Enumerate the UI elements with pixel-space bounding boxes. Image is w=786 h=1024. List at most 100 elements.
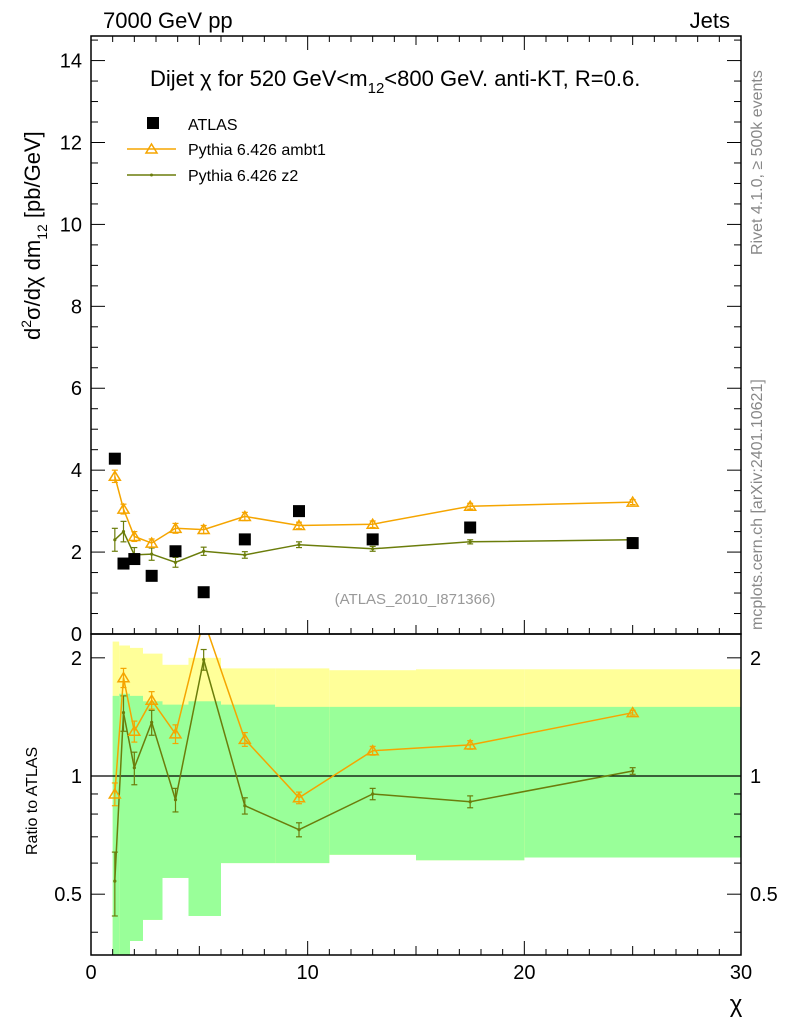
legend-z2-label: Pythia 6.426 z2 <box>188 168 298 185</box>
main-y-tick-label: 10 <box>60 214 82 236</box>
ratio-ambt1-point-10 <box>625 706 640 718</box>
legend: ATLAS Pythia 6.426 ambt1 Pythia 6.426 z2 <box>127 117 326 185</box>
plot-title: Dijet χ for 520 GeV<m12<800 GeV. anti-KT… <box>150 66 640 97</box>
main-y-tick-label: 0 <box>71 624 82 646</box>
main-atlas-point-2 <box>128 553 141 566</box>
legend-atlas-label: ATLAS <box>188 117 238 134</box>
ratio-ambt1-point-2 <box>127 724 142 737</box>
main-z2-point-5 <box>202 549 206 553</box>
ratio-ambt1-point-4 <box>168 727 183 739</box>
main-ambt1-point-8 <box>365 517 380 529</box>
ratio-z2-point-9 <box>468 800 472 804</box>
main-ambt1-point-9 <box>463 499 478 511</box>
ratio-band-inner-8 <box>329 706 416 855</box>
main-z2-point-1 <box>121 530 126 534</box>
main-atlas-point-3 <box>145 569 158 582</box>
main-ambt1-point-1 <box>116 502 131 514</box>
main-atlas-point-6 <box>238 533 251 546</box>
ratio-band-inner-6 <box>221 704 276 864</box>
ratio-z2-point-5 <box>202 657 206 662</box>
legend-ambt1-label: Pythia 6.426 ambt1 <box>188 142 326 159</box>
ratio-y-tick-label-left: 2 <box>71 648 82 670</box>
main-atlas-point-7 <box>293 505 305 518</box>
ratio-ambt1-line <box>114 634 633 799</box>
header-left: 7000 GeV pp <box>103 8 233 33</box>
main-z2-point-0 <box>113 538 117 542</box>
ratio-band-inner-0 <box>112 695 120 955</box>
ratio-band-inner-1 <box>119 693 130 955</box>
main-ambt1-line <box>114 476 633 544</box>
main-atlas-point-1 <box>117 557 130 570</box>
main-atlas-point-4 <box>169 545 182 558</box>
x-axis-label: χ <box>730 991 743 1018</box>
legend-atlas-marker <box>147 117 159 129</box>
ratio-ambt1-point-6 <box>237 732 252 745</box>
main-y-tick-label: 14 <box>60 51 82 73</box>
header-right: Jets <box>690 8 730 33</box>
main-atlas-point-10 <box>626 537 639 550</box>
rivet-label: Rivet 4.1.0, ≥ 500k events <box>749 70 766 255</box>
ratio-y-tick-label-right: 0.5 <box>750 884 778 906</box>
main-ambt1-point-5 <box>196 523 211 535</box>
main-z2-point-9 <box>468 540 472 544</box>
ratio-ambt1-point-8 <box>365 744 380 756</box>
ratio-y-tick-label-right: 2 <box>750 648 761 670</box>
main-y-axis-label: d2σ/dχ dm12 [pb/GeV] <box>18 131 50 340</box>
ratio-band-inner-7 <box>275 706 330 864</box>
main-ambt1-point-10 <box>625 495 640 507</box>
ratio-y-axis-label: Ratio to ATLAS <box>24 747 41 855</box>
legend-z2-marker <box>150 173 153 177</box>
ratio-z2-point-6 <box>243 804 247 808</box>
ratio-y-tick-label-right: 1 <box>750 766 761 788</box>
ratio-ambt1-point-3 <box>144 693 159 705</box>
main-y-tick-label: 8 <box>71 296 82 318</box>
ratio-z2-point-7 <box>297 828 301 832</box>
ratio-y-tick-label-left: 1 <box>71 766 82 788</box>
main-atlas-point-0 <box>108 452 121 465</box>
main-y-tick-label: 4 <box>71 460 82 482</box>
x-tick-label: 30 <box>730 962 752 984</box>
main-data-layer <box>107 452 640 599</box>
ratio-z2-point-0 <box>113 879 117 883</box>
x-tick-label: 20 <box>513 962 535 984</box>
main-atlas-point-8 <box>366 533 379 546</box>
main-y-tick-label: 6 <box>71 378 82 400</box>
ratio-data-layer <box>91 615 741 917</box>
x-tick-label: 10 <box>297 962 319 984</box>
main-z2-point-8 <box>371 547 375 551</box>
mcplots-label: mcplots.cern.ch [arXiv:2401.10621] <box>749 379 766 630</box>
ratio-z2-point-1 <box>121 711 126 715</box>
ratio-band-inner-2 <box>130 695 143 941</box>
ratio-ambt1-point-5 <box>198 615 209 624</box>
ratio-ambt1-point-1 <box>116 671 131 683</box>
main-y-tick-label: 12 <box>60 132 82 154</box>
ratio-bands <box>112 641 741 955</box>
ratio-z2-point-8 <box>371 792 375 796</box>
main-ambt1-point-7 <box>292 519 306 531</box>
main-atlas-point-9 <box>464 521 477 534</box>
main-y-tick-label: 2 <box>71 542 82 564</box>
main-atlas-point-5 <box>197 586 210 599</box>
ratio-ambt1-point-9 <box>463 738 478 750</box>
ratio-z2-point-3 <box>150 720 154 724</box>
legend-ambt1-marker <box>144 142 159 154</box>
ratio-band-inner-9 <box>416 706 525 861</box>
analysis-watermark: (ATLAS_2010_I871366) <box>335 591 496 608</box>
main-z2-point-6 <box>243 553 247 557</box>
x-tick-label: 0 <box>85 962 96 984</box>
ratio-band-inner-3 <box>143 701 163 920</box>
ratio-z2-point-2 <box>132 766 136 770</box>
ratio-ambt1-point-0 <box>107 787 122 799</box>
main-z2-point-7 <box>297 543 301 547</box>
main-z2-point-4 <box>173 560 178 564</box>
main-ambt1-point-0 <box>107 469 122 482</box>
ratio-y-tick-label-left: 0.5 <box>54 884 82 906</box>
main-ambt1-point-4 <box>168 521 183 534</box>
ratio-band-inner-10 <box>524 706 741 858</box>
main-ambt1-point-3 <box>144 536 159 548</box>
main-z2-point-3 <box>150 552 154 556</box>
main-ambt1-point-6 <box>237 510 252 522</box>
ratio-ambt1-point-7 <box>292 791 306 803</box>
